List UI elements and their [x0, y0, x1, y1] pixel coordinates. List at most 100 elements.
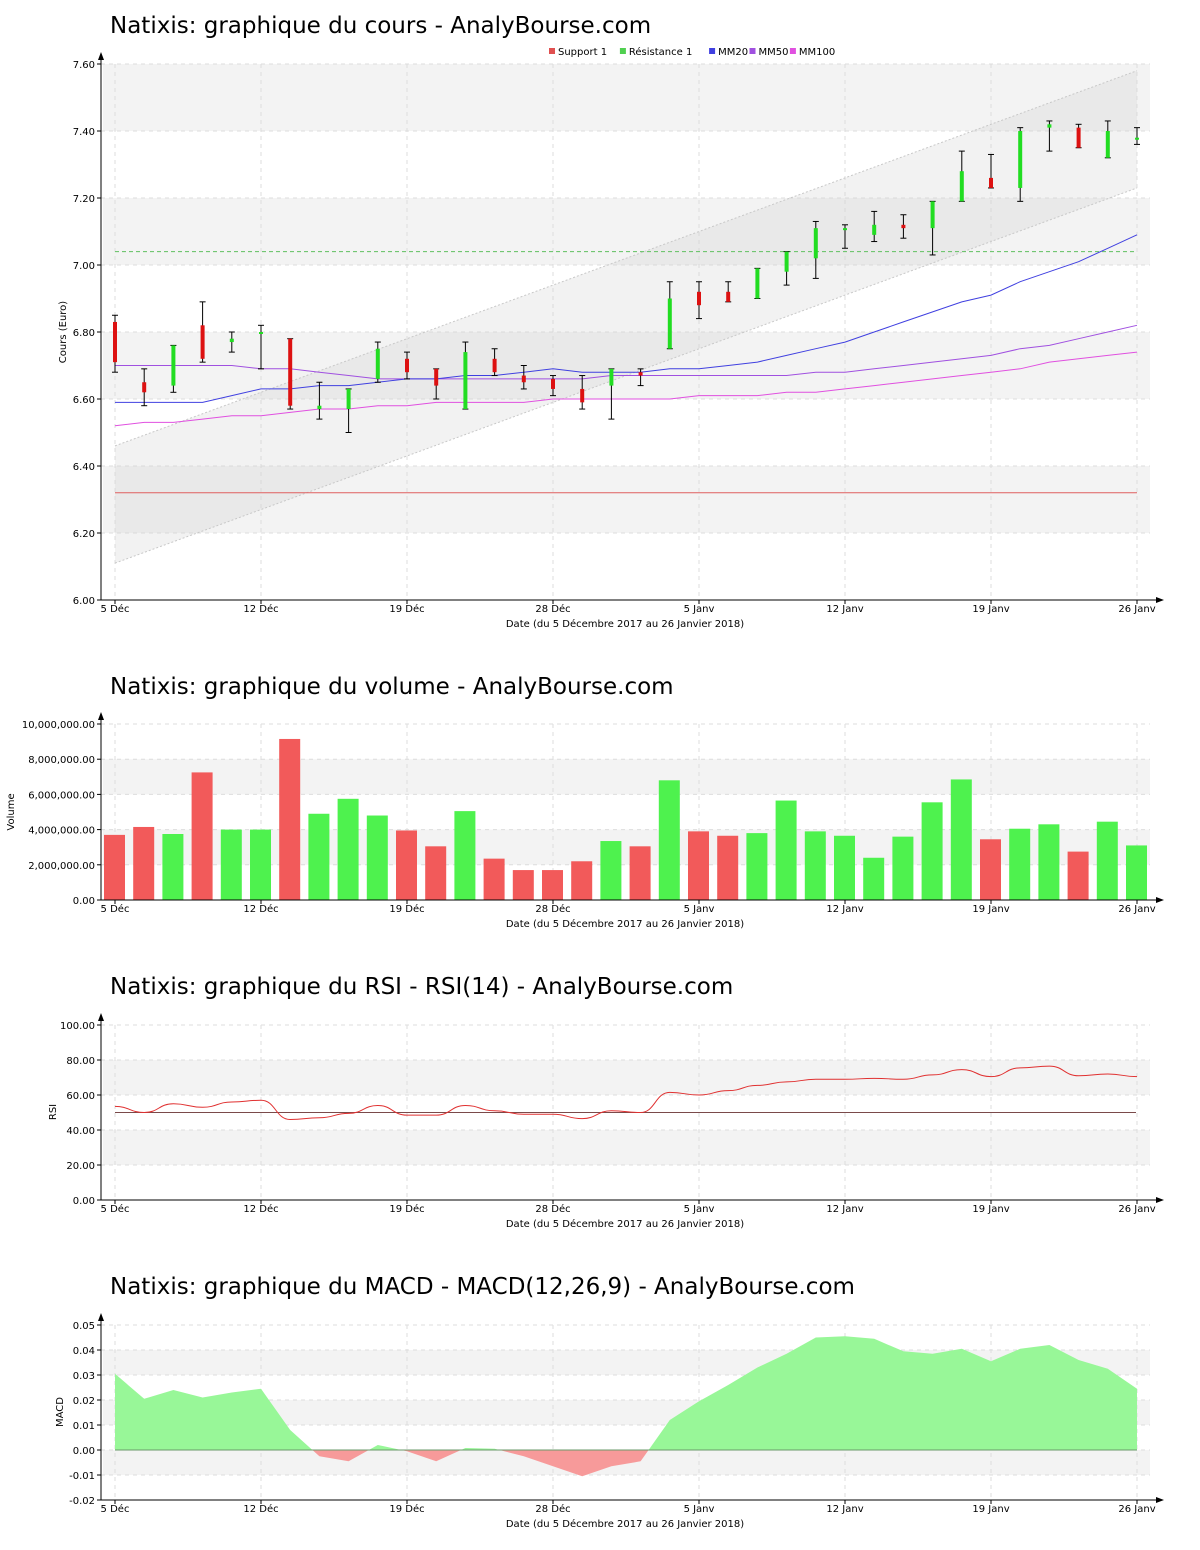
price-grid-band: [103, 466, 1150, 533]
candle: [900, 214, 907, 239]
volume-bar: [512, 870, 534, 900]
rsi-x-tick-label: 12 Janv: [826, 1204, 863, 1215]
rsi-x-axis-arrow: [1156, 1197, 1164, 1203]
candle-body: [1047, 124, 1052, 128]
candle: [871, 210, 878, 243]
price-y-tick-label: 7.00: [73, 261, 95, 272]
rsi-y-tick-label: 60.00: [66, 1091, 95, 1102]
legend-swatch: [549, 48, 555, 54]
volume-chart-title: Natixis: graphique du volume - AnalyBour…: [110, 674, 674, 700]
legend-label: Support 1: [558, 47, 607, 58]
candle: [345, 388, 352, 433]
candle-body: [930, 201, 935, 229]
candle: [812, 220, 819, 279]
macd-x-tick-label: 26 Janv: [1118, 1504, 1155, 1515]
volume-y-axis-label: Volume: [6, 793, 17, 830]
candle: [170, 344, 177, 393]
trend-channel-area: [115, 70, 1137, 564]
price-y-tick-label: 7.40: [73, 127, 95, 138]
volume-bar: [454, 811, 476, 900]
legend-swatch: [709, 48, 716, 54]
volume-bar: [834, 835, 855, 900]
macd-x-tick-label: 28 Déc: [535, 1503, 570, 1515]
candle-body: [843, 228, 847, 231]
legend-item: MM20: [709, 47, 748, 58]
candle: [696, 281, 702, 320]
volume-x-tick-label: 5 Déc: [101, 903, 130, 915]
macd-x-axis-arrow: [1156, 1497, 1164, 1503]
legend-swatch: [749, 48, 756, 54]
macd-y-axis-arrow: [98, 1313, 104, 1321]
legend-label: MM20: [718, 47, 748, 58]
rsi-y-tick-label: 100.00: [60, 1021, 95, 1032]
volume-bar: [483, 858, 505, 900]
candle-body: [492, 358, 497, 373]
price-x-axis-arrow: [1156, 597, 1164, 603]
candle-body: [609, 368, 614, 386]
candle: [842, 224, 848, 249]
price-y-tick-label: 6.60: [73, 395, 95, 406]
candle-body: [726, 291, 731, 302]
price-y-axis-label: Cours (Euro): [58, 301, 69, 364]
volume-grid-band: [103, 829, 1150, 865]
candle: [608, 368, 615, 420]
candle-body: [405, 358, 409, 373]
rsi-x-tick-label: 28 Déc: [535, 1203, 570, 1215]
candle: [988, 153, 994, 189]
candle: [725, 281, 732, 303]
candle: [1046, 120, 1053, 152]
candle-body: [989, 177, 993, 188]
volume-bar: [104, 834, 125, 900]
candle: [1075, 123, 1082, 149]
volume-bar: [308, 813, 330, 900]
candle: [374, 341, 381, 383]
candle-body: [375, 348, 380, 379]
volume-y-tick-label: 6,000,000.00: [28, 790, 95, 801]
volume-x-tick-label: 26 Janv: [1118, 904, 1155, 915]
volume-bar: [220, 829, 242, 900]
volume-bar: [600, 841, 622, 900]
candle-body: [1135, 137, 1139, 140]
candle-body: [1076, 127, 1081, 148]
volume-grid-band: [103, 759, 1150, 795]
macd-negative-area: [499, 1450, 649, 1477]
macd-x-tick-label: 5 Janv: [684, 1504, 715, 1515]
macd-x-tick-label: 5 Déc: [101, 1503, 130, 1515]
macd-positive-area: [368, 1445, 402, 1450]
volume-bar: [658, 780, 680, 900]
price-x-tick-label: 12 Janv: [826, 604, 863, 615]
volume-bar: [1038, 824, 1060, 900]
macd-y-tick-label: 0.02: [73, 1396, 95, 1407]
macd-y-tick-label: 0.05: [73, 1321, 95, 1332]
candle: [666, 281, 673, 350]
price-x-tick-label: 5 Janv: [684, 604, 715, 615]
candle-body: [113, 321, 117, 363]
candle: [1134, 127, 1140, 145]
volume-bar: [279, 738, 301, 900]
legend-label: Résistance 1: [629, 46, 692, 58]
candle-body: [521, 375, 526, 383]
candle-body: [667, 298, 672, 349]
rsi-y-tick-label: 20.00: [66, 1161, 95, 1172]
macd-positive-area: [115, 1373, 313, 1450]
legend-item: Résistance 1: [619, 46, 692, 58]
candle-body: [551, 378, 555, 389]
rsi-x-tick-label: 26 Janv: [1118, 1204, 1155, 1215]
price-chart-title: Natixis: graphique du cours - AnalyBours…: [110, 13, 651, 39]
candle: [520, 365, 527, 390]
volume-x-tick-label: 28 Déc: [535, 903, 570, 915]
candle-body: [872, 224, 877, 235]
macd-y-tick-label: 0.00: [73, 1446, 95, 1457]
macd-y-tick-label: -0.01: [69, 1471, 95, 1482]
price-y-tick-label: 6.40: [73, 462, 95, 473]
rsi-x-tick-label: 12 Déc: [243, 1203, 278, 1215]
candle-body: [784, 251, 789, 272]
macd-negative-area: [401, 1450, 461, 1462]
mm20-line: [115, 234, 1138, 403]
candle-body: [142, 382, 147, 393]
legend-swatch: [789, 48, 796, 54]
volume-bar: [717, 835, 739, 900]
rsi-y-tick-label: 0.00: [73, 1196, 95, 1207]
candle: [462, 341, 469, 410]
